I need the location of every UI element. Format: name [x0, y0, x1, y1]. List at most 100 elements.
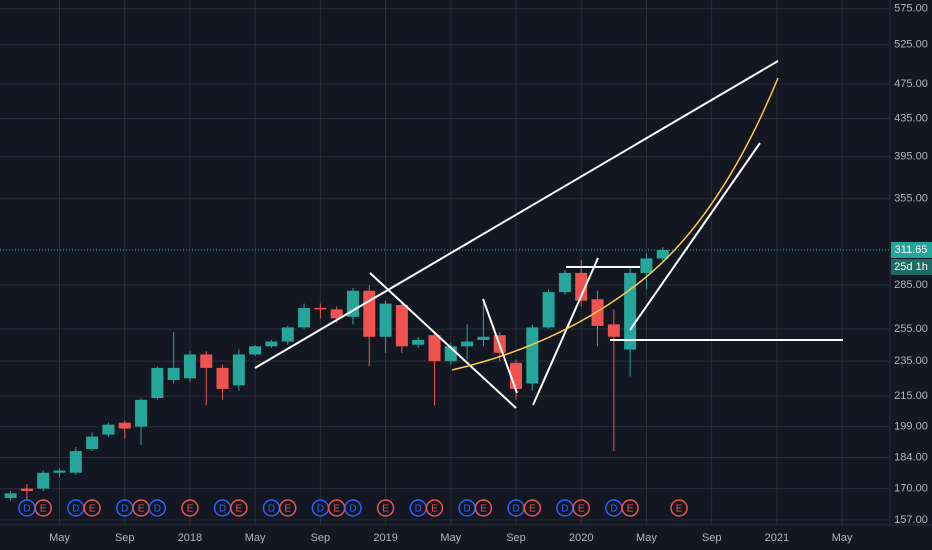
x-tick-label: 2018 [178, 532, 202, 544]
candle-body [118, 422, 131, 429]
candle-body [412, 339, 425, 345]
candle-body [526, 327, 539, 384]
x-tick-label: Sep [311, 532, 331, 544]
event-marker [230, 499, 248, 517]
event-marker [344, 499, 362, 517]
y-tick-label: 525.00 [894, 39, 928, 51]
event-label: E [480, 504, 487, 515]
y-tick-label: 255.00 [894, 323, 928, 335]
candle-body [575, 272, 588, 301]
candle-body [265, 341, 278, 347]
current-price-label: 311.65 [895, 244, 928, 256]
candle-body [249, 346, 262, 355]
trend-line [629, 142, 761, 331]
x-tick-label: May [245, 532, 266, 544]
event-marker [34, 499, 52, 517]
event-label: D [154, 504, 161, 515]
event-label: E [187, 504, 194, 515]
event-label: D [23, 504, 30, 515]
candle-body [4, 493, 17, 499]
y-tick-label: 215.00 [894, 390, 928, 402]
event-label: D [219, 504, 226, 515]
y-tick-label: 157.00 [894, 514, 928, 526]
candle-body [37, 472, 50, 489]
candle-body [20, 488, 33, 491]
y-tick-label: 199.00 [894, 421, 928, 433]
axes: 575.00 525.00 475.00 435.00 395.00 355.00 285.… [49, 3, 932, 544]
event-label: E [627, 504, 634, 515]
event-label: D [349, 504, 356, 515]
candle-body [298, 307, 311, 328]
trend-line [254, 60, 779, 369]
y-tick-label: 475.00 [894, 78, 928, 90]
x-tick-label: 2019 [373, 532, 397, 544]
event-label: E [578, 504, 585, 515]
event-label: D [121, 504, 128, 515]
event-label: D [268, 504, 275, 515]
event-marker [279, 499, 297, 517]
candle-body [624, 272, 637, 350]
candle-body [395, 305, 408, 347]
y-tick-label: 235.00 [894, 355, 928, 367]
event-label: D [463, 504, 470, 515]
event-marker [572, 499, 590, 517]
event-marker [83, 499, 101, 517]
candle-body [542, 292, 555, 328]
x-tick-label: May [832, 532, 853, 544]
x-tick-label: 2021 [765, 532, 789, 544]
event-label: E [89, 504, 96, 515]
event-marker [181, 499, 199, 517]
candle-body [640, 258, 653, 273]
event-label: E [138, 504, 145, 515]
current-price-badge [891, 241, 932, 258]
x-tick-label: Sep [506, 532, 526, 544]
event-label: E [40, 504, 47, 515]
x-tick-label: May [49, 532, 70, 544]
candle-body [183, 354, 196, 379]
event-label: E [333, 504, 340, 515]
candle-body [346, 290, 359, 317]
event-marker [523, 499, 542, 517]
candle-body [102, 424, 115, 435]
event-label: E [236, 504, 243, 515]
event-label: D [512, 504, 519, 515]
y-tick-label: 435.00 [894, 113, 928, 125]
x-tick-label: May [636, 532, 657, 544]
curve [451, 77, 779, 371]
candle-body [314, 307, 327, 310]
countdown-badge [891, 258, 932, 275]
candle-body [607, 324, 620, 337]
trend-line [532, 257, 599, 406]
candle-body [216, 367, 229, 389]
candle-body [379, 303, 392, 337]
x-tick-label: Sep [702, 532, 722, 544]
y-tick-label: 285.00 [894, 279, 928, 291]
y-tick-label: 184.00 [894, 451, 928, 463]
candle-body [656, 249, 669, 259]
event-label: E [676, 504, 683, 515]
candle-body [428, 335, 441, 362]
grid [0, 0, 890, 525]
event-marker [425, 499, 444, 517]
trend-line [369, 272, 517, 409]
candle-body [281, 327, 294, 342]
event-label: D [72, 504, 79, 515]
event-marker [376, 499, 395, 517]
event-marker [148, 499, 167, 517]
candle-body [167, 367, 180, 381]
candle-body [69, 451, 82, 473]
candle-body [151, 367, 164, 398]
event-label: D [415, 504, 422, 515]
event-label: E [529, 504, 536, 515]
drawings [254, 60, 843, 409]
event-label: E [284, 504, 291, 515]
x-tick-label: 2020 [569, 532, 593, 544]
candle-body [558, 272, 571, 293]
candle-body [135, 399, 148, 427]
event-marker [670, 499, 688, 517]
event-label: E [382, 504, 389, 515]
countdown-label: 25d 1h [894, 261, 928, 273]
